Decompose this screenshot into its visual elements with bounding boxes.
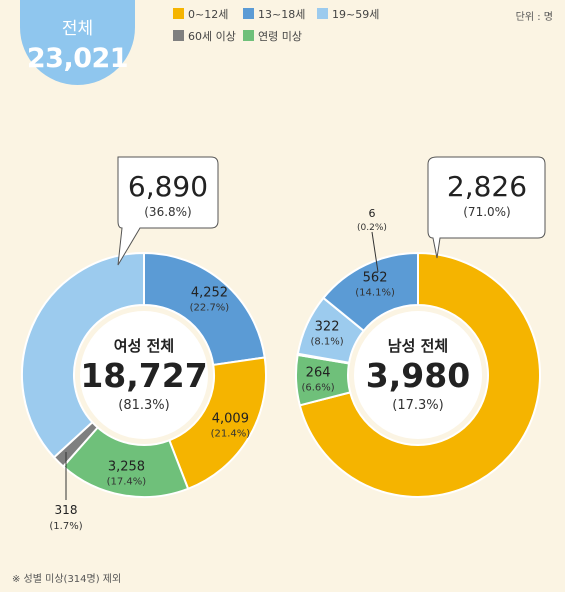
female-center-title: 여성 전체 <box>114 337 174 355</box>
male-value-label-60-plus: 6 <box>369 207 376 220</box>
female-percent-label-13-18: (22.7%) <box>190 302 230 313</box>
female-value-label-age-unknown: 3,258 <box>108 459 145 474</box>
male-slice-13-18 <box>322 251 419 333</box>
legend-label: 19~59세 <box>332 8 380 21</box>
female-callout-bubble <box>117 156 219 266</box>
female-percent-label-age-unknown: (17.4%) <box>107 476 147 487</box>
male-percent-label-13-18: (14.1%) <box>355 288 395 299</box>
legend-swatch <box>243 30 254 41</box>
male-center-circle <box>354 311 482 439</box>
male-slice-0-12 <box>298 251 541 498</box>
total-badge: 전체 23,021 <box>20 0 135 85</box>
female-value-label-13-18: 4,252 <box>191 285 228 300</box>
legend-item-0-12: 0~12세 <box>173 8 228 22</box>
female-center-value: 18,727 <box>80 356 207 395</box>
male-percent-label-60-plus: (0.2%) <box>357 223 387 233</box>
male-value-label-age-unknown: 264 <box>306 365 331 380</box>
legend-item-age-unknown: 연령 미상 <box>243 30 302 44</box>
legend-label: 연령 미상 <box>258 30 302 43</box>
legend-item-60-plus: 60세 이상 <box>173 30 236 44</box>
legend-label: 0~12세 <box>188 8 229 21</box>
male-center-title: 남성 전체 <box>388 337 448 355</box>
female-callout-percent: (36.8%) <box>144 205 191 219</box>
male-value-label-13-18: 562 <box>363 271 388 286</box>
male-callout-bubble <box>427 156 546 259</box>
total-value: 23,021 <box>26 43 129 74</box>
legend-swatch <box>317 8 328 19</box>
male-value-label-19-59: 322 <box>315 319 340 334</box>
legend-label: 13~18세 <box>258 8 306 21</box>
male-percent-label-age-unknown: (6.6%) <box>301 382 334 393</box>
male-callout-percent: (71.0%) <box>463 205 510 219</box>
male-center-percent: (17.3%) <box>392 398 443 413</box>
male-center-value: 3,980 <box>366 356 470 395</box>
legend-swatch <box>243 8 254 19</box>
total-label: 전체 <box>61 19 94 39</box>
female-center-percent: (81.3%) <box>118 398 169 413</box>
female-value-label-60-plus: 318 <box>55 503 78 517</box>
legend-label: 60세 이상 <box>188 30 236 43</box>
female-callout-value: 6,890 <box>128 170 208 203</box>
female-percent-label-60-plus: (1.7%) <box>49 521 82 532</box>
female-center-circle <box>80 311 208 439</box>
footnote: ※ 성별 미상(314명) 제외 <box>12 574 122 585</box>
unit-label: 단위 : 명 <box>515 12 553 23</box>
male-percent-label-19-59: (8.1%) <box>310 336 343 347</box>
legend-item-19-59: 19~59세 <box>317 8 379 22</box>
male-leader-60-plus <box>371 231 379 273</box>
legend-item-13-18: 13~18세 <box>243 8 305 22</box>
female-value-label-0-12: 4,009 <box>212 411 249 426</box>
male-callout-value: 2,826 <box>447 170 527 203</box>
legend-swatch <box>173 30 184 41</box>
female-slice-19-59 <box>21 251 145 459</box>
legend-swatch <box>173 8 184 19</box>
female-percent-label-0-12: (21.4%) <box>211 428 251 439</box>
